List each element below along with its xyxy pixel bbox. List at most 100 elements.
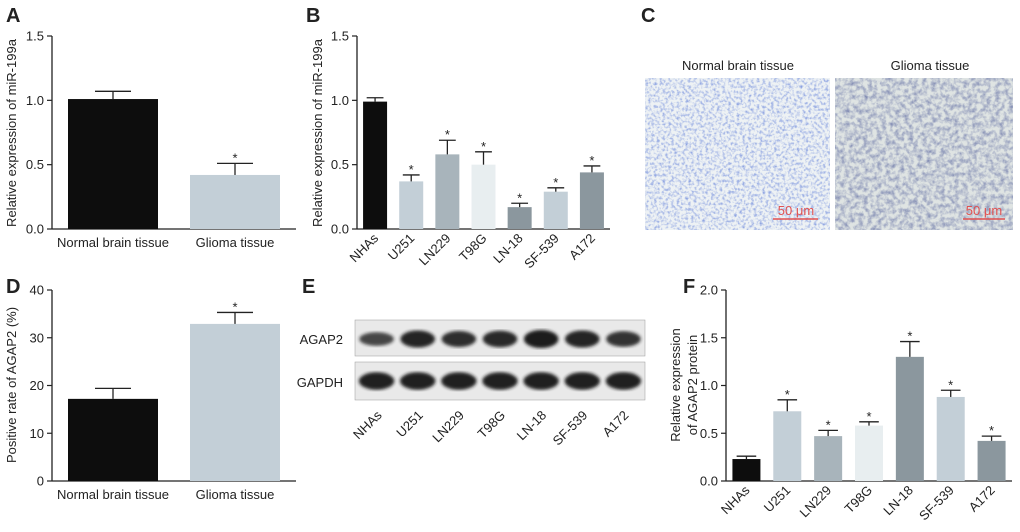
chart-f-bar [732,459,761,481]
chart-f-significance-star: * [989,423,994,438]
chart-f-category-label: T98G [842,483,876,517]
chart-f-significance-star: * [948,377,953,392]
chart-b-bar [471,164,496,229]
chart-b-y-label: Relative expression of miR-199a [310,38,325,227]
chart-f-y-tick-label: 0.0 [700,474,718,489]
chart-b-y-tick-label: 0.0 [331,222,349,237]
chart-a-bar [68,99,158,230]
histology-glioma-image: 50 μm [835,78,1013,230]
chart-b-significance-star: * [553,175,558,190]
blot-band-agap2 [606,331,641,347]
histology-glioma-title: Glioma tissue [891,58,970,73]
blot-lane-label: SF-539 [550,408,591,449]
chart-a-category-label: Glioma tissue [196,235,275,250]
chart-b-category-label: T98G [456,231,490,265]
chart-b-mir199a-cell-lines: 0.0 0.5 1.0 1.5 Relative expression of miR-1… [310,29,610,272]
chart-b-y-tick-label: 1.5 [331,29,349,44]
chart-b-significance-star: * [445,127,450,142]
chart-f-category-label: A172 [966,483,998,515]
chart-b-significance-star: * [517,190,522,205]
chart-d-bar [190,323,280,481]
chart-b-y-tick-label: 1.0 [331,93,349,108]
chart-b-y-tick-label: 0.5 [331,157,349,172]
chart-f-y-label: Relative expression [668,328,683,441]
blot-band-agap2 [482,330,518,348]
blot-band-gapdh [482,372,518,390]
blot-band-agap2 [441,331,477,347]
blot-lane-labels: NHAs U251 LN229 T98G LN-18 SF-539 A172 [350,407,631,448]
chart-d-y-tick-label: 0 [37,474,44,489]
chart-d-y-tick-label: 10 [30,426,44,441]
chart-d-y-tick-label: 40 [30,283,44,298]
chart-a-y-tick-label: 1.0 [26,93,44,108]
chart-d-bar [68,398,158,481]
chart-b-bar [363,101,388,229]
chart-f-agap2-protein: 0.0 0.5 1.0 1.5 2.0 Relative expression of AGA… [668,283,1012,524]
chart-f-category-label: SF-539 [916,483,957,524]
chart-f-y-tick-label: 1.5 [700,330,718,345]
panel-letter-f: F [683,276,695,298]
chart-b-category-label: SF-539 [521,231,562,272]
blot-band-agap2 [565,330,600,348]
blot-band-agap2 [359,332,394,346]
chart-f-y-tick-label: 1.0 [700,378,718,393]
chart-f-bar [773,411,802,481]
chart-b-category-label: NHAs [347,230,382,265]
histology-normal-image: 50 μm [645,78,830,230]
chart-a-category-label: Normal brain tissue [57,235,169,250]
panel-letter-b: B [306,5,320,27]
chart-f-bar [814,436,843,481]
chart-f-category-label: NHAs [718,482,753,517]
chart-d-agap2-positive-rate: 0 10 20 30 40 Positive rate of AGAP2 (%) Norma… [4,283,296,502]
chart-d-y-label: Positive rate of AGAP2 (%) [4,307,19,463]
chart-b-category-label: LN229 [416,231,454,269]
chart-d-y-tick-label: 30 [30,330,44,345]
chart-d-significance-star: * [232,299,237,314]
chart-a-significance-star: * [232,150,237,165]
chart-f-bar [936,396,965,481]
blot-band-agap2 [523,330,559,348]
chart-b-significance-star: * [589,153,594,168]
chart-d-category-label: Normal brain tissue [57,487,169,502]
chart-b-significance-star: * [481,139,486,154]
chart-b-bar [435,154,460,229]
scale-label-normal: 50 μm [778,203,814,218]
panel-letter-e: E [302,276,315,298]
chart-f-significance-star: * [785,387,790,402]
chart-d-y-tick-label: 20 [30,378,44,393]
blot-row-label-agap2: AGAP2 [300,332,343,347]
blot-lane-label: LN-18 [514,408,550,444]
blot-lane-label: NHAs [350,407,385,442]
chart-b-significance-star: * [409,162,414,177]
blot-bands [358,330,642,390]
blot-lane-label: U251 [393,408,426,441]
panel-letter-c: C [641,5,655,27]
chart-f-significance-star: * [826,417,831,432]
blot-band-gapdh [564,372,600,390]
blot-band-gapdh [441,372,477,390]
chart-a-y-tick-label: 1.5 [26,29,44,44]
blot-band-gapdh [358,372,395,390]
blot-band-agap2 [400,330,435,348]
chart-a-bar [190,174,280,229]
chart-b-bar [507,207,532,229]
chart-b-category-label: U251 [385,231,418,264]
chart-f-category-label: U251 [761,483,794,516]
histology-normal-title: Normal brain tissue [682,58,794,73]
blot-lane-label: A172 [599,408,631,440]
chart-f-y-tick-label: 0.5 [700,426,718,441]
chart-b-category-label: A172 [566,231,598,263]
chart-f-bar [977,440,1006,481]
blot-lane-label: LN229 [429,408,467,446]
chart-b-bar [543,191,568,229]
blot-band-gapdh [605,372,642,390]
chart-f-bar [855,425,883,481]
chart-f-category-label: LN229 [797,483,835,521]
blot-row-label-gapdh: GAPDH [297,375,343,390]
blot-lane-label: T98G [475,408,509,442]
chart-f-significance-star: * [866,409,871,424]
chart-d-category-label: Glioma tissue [196,487,275,502]
scale-label-glioma: 50 μm [966,203,1002,218]
chart-a-y-tick-label: 0.5 [26,157,44,172]
